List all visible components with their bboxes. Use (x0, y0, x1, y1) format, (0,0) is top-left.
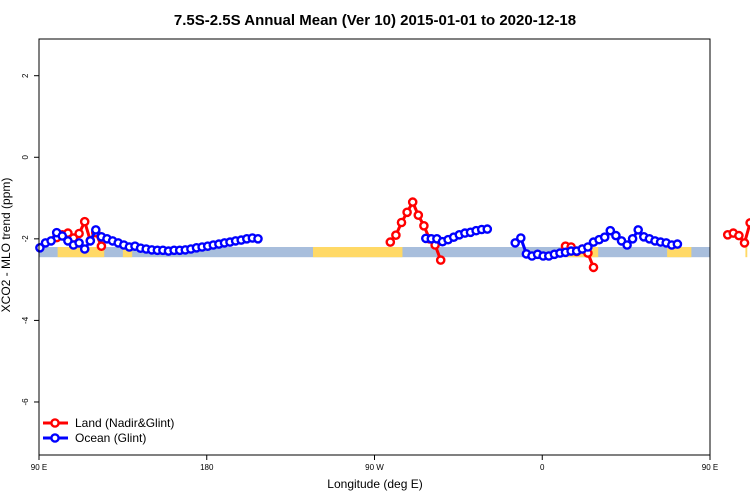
data-point (407, 197, 418, 207)
data-point (435, 255, 446, 265)
data-point (605, 225, 616, 236)
x-axis-title: Longitude (deg E) (327, 477, 422, 491)
data-point (396, 217, 407, 228)
data-point (91, 225, 101, 235)
data-point (419, 220, 429, 231)
land-strip-segment (57, 247, 105, 258)
y-axis-title: XCO2 - MLO trend (ppm) (0, 178, 13, 313)
y-tick-label: -6 (21, 398, 30, 406)
land-strip-segment (312, 247, 403, 258)
data-point (583, 242, 593, 252)
data-point (413, 210, 424, 220)
data-point (516, 233, 526, 243)
data-point (74, 238, 84, 248)
legend-swatch-marker (50, 418, 60, 428)
y-tick-label: 0 (21, 155, 30, 160)
data-point (622, 240, 632, 250)
x-tick-label: 90 E (702, 463, 718, 472)
data-point (745, 218, 750, 228)
data-point (79, 216, 90, 227)
data-point (672, 239, 683, 249)
land-strip-segment (745, 247, 748, 258)
data-point (588, 262, 599, 273)
legend-label: Ocean (Glint) (75, 431, 146, 445)
data-point (599, 232, 610, 242)
x-tick-label: 0 (540, 463, 545, 472)
data-point (482, 224, 493, 234)
data-point (385, 237, 396, 247)
data-point (611, 230, 621, 241)
series-layer (35, 197, 750, 273)
land-strip-segment (667, 247, 692, 258)
chart-title: 7.5S-2.5S Annual Mean (Ver 10) 2015-01-0… (174, 12, 576, 29)
data-point (96, 241, 107, 251)
legend-item: Land (Nadir&Glint) (43, 416, 174, 430)
data-point (627, 233, 638, 244)
data-point (391, 230, 401, 240)
data-point (510, 238, 521, 248)
series-1 (35, 224, 683, 261)
legend-label: Land (Nadir&Glint) (75, 416, 174, 430)
data-point (633, 225, 644, 235)
legend: Land (Nadir&Glint)Ocean (Glint) (43, 416, 174, 445)
legend-swatch-marker (50, 433, 60, 443)
x-tick-label: 90 W (365, 463, 384, 472)
x-tick-label: 180 (200, 463, 214, 472)
data-point (74, 228, 84, 239)
data-point (46, 236, 56, 246)
data-point (57, 231, 68, 241)
land-strip-segment (122, 247, 133, 258)
data-point (734, 230, 744, 241)
y-tick-label: -2 (21, 235, 30, 243)
data-point (739, 238, 750, 248)
data-point (35, 242, 45, 253)
data-point (85, 236, 96, 246)
y-tick-label: -4 (21, 316, 30, 324)
legend-item: Ocean (Glint) (43, 431, 146, 445)
x-tick-label: 90 E (31, 463, 47, 472)
y-tick-label: 2 (21, 73, 30, 78)
data-point (79, 244, 90, 254)
data-point (253, 233, 263, 244)
data-point (402, 207, 412, 218)
